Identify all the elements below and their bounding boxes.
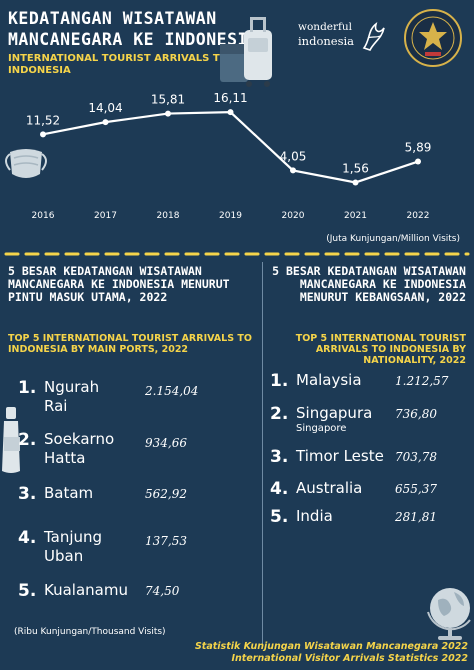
data-point bbox=[227, 109, 234, 116]
rank-number: 2. bbox=[18, 430, 37, 450]
suitcase-icon bbox=[220, 17, 272, 87]
nationality-value: 736,80 bbox=[395, 407, 437, 421]
x-tick-label: 2020 bbox=[282, 211, 305, 221]
data-point bbox=[165, 110, 171, 117]
x-tick-label: 2017 bbox=[94, 211, 117, 221]
section-divider bbox=[4, 252, 470, 256]
nationality-name: India bbox=[296, 507, 333, 525]
chart-unit-label: (Juta Kunjungan/Million Visits) bbox=[326, 234, 460, 244]
bottle-icon bbox=[2, 407, 20, 473]
nationality-value: 281,81 bbox=[395, 510, 437, 524]
x-tick-label: 2016 bbox=[32, 211, 55, 221]
port-name: Tanjung Uban bbox=[44, 528, 103, 565]
ministry-emblem-icon bbox=[404, 9, 462, 67]
port-value: 137,53 bbox=[145, 534, 187, 548]
x-tick-label: 2021 bbox=[344, 211, 367, 221]
port-name: Kualanamu bbox=[44, 581, 128, 599]
nationality-value: 1.212,57 bbox=[395, 374, 449, 388]
data-point bbox=[415, 158, 421, 165]
port-value: 2.154,04 bbox=[145, 384, 199, 398]
port-value: 562,92 bbox=[145, 487, 187, 501]
column-divider bbox=[262, 262, 263, 646]
footer-line-2: International Visitor Arrivals Statistic… bbox=[231, 653, 469, 664]
footer-line-1: Statistik Kunjungan Wisatawan Mancanegar… bbox=[194, 641, 468, 652]
data-label: 5,89 bbox=[405, 141, 432, 155]
data-label: 1,56 bbox=[342, 161, 369, 175]
rank-number: 1. bbox=[18, 378, 37, 398]
rank-number: 5. bbox=[270, 507, 289, 527]
data-label: 11,52 bbox=[26, 113, 60, 127]
nationality-value: 655,37 bbox=[395, 482, 437, 496]
garuda-logo-icon bbox=[362, 22, 385, 51]
data-label: 15,81 bbox=[151, 93, 185, 107]
nationality-section-title: 5 BESAR KEDATANGAN WISATAWAN MANCANEGARA… bbox=[272, 264, 466, 304]
page-title: KEDATANGAN WISATAWAN MANCANEGARA KE INDO… bbox=[8, 9, 259, 49]
ports-section-title: 5 BESAR KEDATANGAN WISATAWAN MANCANEGARA… bbox=[8, 264, 230, 304]
data-label: 14,04 bbox=[88, 101, 122, 115]
nationality-section-subtitle: TOP 5 INTERNATIONAL TOURIST ARRIVALS TO … bbox=[295, 333, 466, 366]
port-name: Batam bbox=[44, 484, 94, 502]
x-tick-label: 2019 bbox=[219, 211, 242, 221]
globe-icon bbox=[427, 588, 471, 640]
data-point bbox=[352, 179, 359, 186]
data-label: 4,05 bbox=[280, 149, 307, 163]
ports-section-subtitle: TOP 5 INTERNATIONAL TOURIST ARRIVALS TO … bbox=[8, 333, 252, 355]
rank-number: 4. bbox=[270, 479, 289, 499]
brand-wordmark-line1: wonderful bbox=[298, 21, 353, 33]
x-tick-label: 2018 bbox=[157, 211, 180, 221]
nationality-name: Singapura bbox=[296, 404, 373, 422]
face-mask-icon bbox=[5, 149, 47, 178]
nationality-name: Australia bbox=[296, 479, 363, 497]
data-point bbox=[102, 119, 109, 126]
brand-wordmark-line2: indonesia bbox=[298, 34, 355, 48]
rank-number: 3. bbox=[18, 484, 37, 504]
data-point bbox=[290, 167, 296, 174]
arrivals-line-chart: 11,52 2016 14,04 2017 15,81 2018 16,11 2019 4,05… bbox=[26, 91, 432, 221]
nationality-name: Timor Leste bbox=[296, 447, 384, 465]
data-label: 16,11 bbox=[213, 91, 247, 105]
rank-number: 4. bbox=[18, 528, 37, 548]
port-name: Ngurah Rai bbox=[44, 378, 100, 415]
rank-number: 3. bbox=[270, 447, 289, 467]
page-subtitle: INTERNATIONAL TOURIST ARRIVALS TO INDONE… bbox=[8, 53, 229, 76]
x-tick-label: 2022 bbox=[407, 211, 430, 221]
rank-number: 1. bbox=[270, 371, 289, 391]
data-point bbox=[40, 131, 46, 138]
port-name: Soekarno Hatta bbox=[44, 430, 115, 467]
rank-number: 5. bbox=[18, 581, 37, 601]
nationality-value: 703,78 bbox=[395, 450, 437, 464]
port-value: 934,66 bbox=[145, 436, 187, 450]
ports-unit-label: (Ribu Kunjungan/Thousand Visits) bbox=[14, 627, 166, 637]
port-value: 74,50 bbox=[145, 584, 180, 598]
rank-number: 2. bbox=[270, 404, 289, 424]
nationality-alias: Singapore bbox=[296, 423, 347, 434]
nationality-name: Malaysia bbox=[296, 371, 362, 389]
